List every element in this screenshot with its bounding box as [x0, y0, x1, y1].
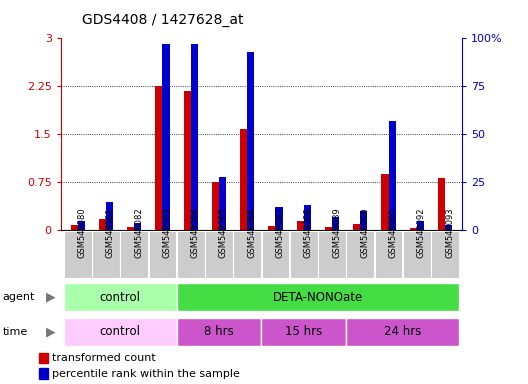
- Bar: [290, 231, 318, 278]
- Bar: [431, 231, 459, 278]
- Text: control: control: [100, 325, 140, 338]
- Bar: [304, 205, 311, 230]
- Text: GSM549088: GSM549088: [304, 207, 313, 258]
- Bar: [184, 91, 191, 230]
- Bar: [120, 231, 148, 278]
- Text: GSM549081: GSM549081: [106, 207, 115, 258]
- Bar: [445, 225, 452, 230]
- Bar: [381, 174, 389, 230]
- Bar: [39, 353, 48, 363]
- Bar: [99, 219, 106, 230]
- Bar: [261, 318, 346, 346]
- Text: DETA-NONOate: DETA-NONOate: [273, 291, 363, 304]
- Text: transformed count: transformed count: [52, 353, 156, 363]
- Bar: [39, 368, 48, 379]
- Text: percentile rank within the sample: percentile rank within the sample: [52, 369, 240, 379]
- Bar: [233, 231, 261, 278]
- Bar: [346, 318, 459, 346]
- Text: ▶: ▶: [46, 325, 55, 338]
- Text: GSM549085: GSM549085: [219, 207, 228, 258]
- Text: 24 hrs: 24 hrs: [384, 325, 421, 338]
- Bar: [240, 129, 247, 230]
- Bar: [176, 318, 261, 346]
- Bar: [262, 231, 289, 278]
- Bar: [403, 231, 431, 278]
- Bar: [276, 207, 282, 230]
- Bar: [332, 217, 339, 230]
- Bar: [297, 221, 304, 230]
- Bar: [106, 202, 113, 230]
- Bar: [64, 231, 91, 278]
- Bar: [219, 177, 226, 230]
- Text: 15 hrs: 15 hrs: [285, 325, 323, 338]
- Bar: [353, 224, 360, 230]
- Bar: [346, 231, 374, 278]
- Text: 8 hrs: 8 hrs: [204, 325, 234, 338]
- Text: GSM549089: GSM549089: [332, 207, 341, 258]
- Text: control: control: [100, 291, 140, 304]
- Bar: [417, 221, 424, 230]
- Bar: [268, 226, 276, 230]
- Text: GSM549086: GSM549086: [247, 207, 256, 258]
- Bar: [134, 223, 142, 230]
- Bar: [78, 221, 84, 230]
- Bar: [247, 52, 254, 230]
- Bar: [191, 44, 198, 230]
- Bar: [205, 231, 233, 278]
- Bar: [325, 227, 332, 230]
- Bar: [92, 231, 120, 278]
- Bar: [212, 182, 219, 230]
- Bar: [127, 227, 134, 230]
- Text: GSM549092: GSM549092: [417, 207, 426, 258]
- Bar: [389, 121, 395, 230]
- Text: GDS4408 / 1427628_at: GDS4408 / 1427628_at: [82, 13, 243, 27]
- Bar: [63, 283, 176, 311]
- Text: GSM549082: GSM549082: [134, 207, 143, 258]
- Bar: [438, 178, 445, 230]
- Text: GSM549083: GSM549083: [163, 207, 172, 258]
- Text: GSM549091: GSM549091: [389, 207, 398, 258]
- Text: GSM549090: GSM549090: [360, 207, 369, 258]
- Bar: [375, 231, 402, 278]
- Text: GSM549084: GSM549084: [191, 207, 200, 258]
- Bar: [318, 231, 346, 278]
- Bar: [360, 211, 367, 230]
- Text: GSM549080: GSM549080: [78, 207, 87, 258]
- Bar: [63, 318, 176, 346]
- Text: time: time: [3, 327, 28, 337]
- Text: ▶: ▶: [46, 291, 55, 304]
- Bar: [71, 225, 78, 230]
- Text: GSM549087: GSM549087: [276, 207, 285, 258]
- Bar: [176, 283, 459, 311]
- Text: GSM549093: GSM549093: [445, 207, 454, 258]
- Bar: [163, 44, 169, 230]
- Bar: [177, 231, 204, 278]
- Bar: [410, 228, 417, 230]
- Text: agent: agent: [3, 292, 35, 302]
- Bar: [148, 231, 176, 278]
- Bar: [155, 86, 163, 230]
